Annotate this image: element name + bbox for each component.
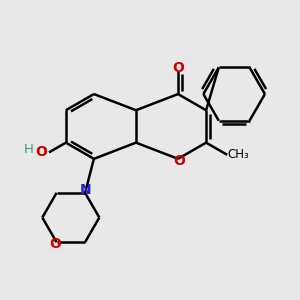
Text: H: H (24, 143, 34, 157)
Text: N: N (79, 184, 91, 197)
Text: O: O (49, 237, 61, 251)
Text: O: O (174, 154, 185, 168)
Text: O: O (172, 61, 184, 75)
Text: CH₃: CH₃ (227, 148, 249, 161)
Text: O: O (36, 146, 48, 159)
